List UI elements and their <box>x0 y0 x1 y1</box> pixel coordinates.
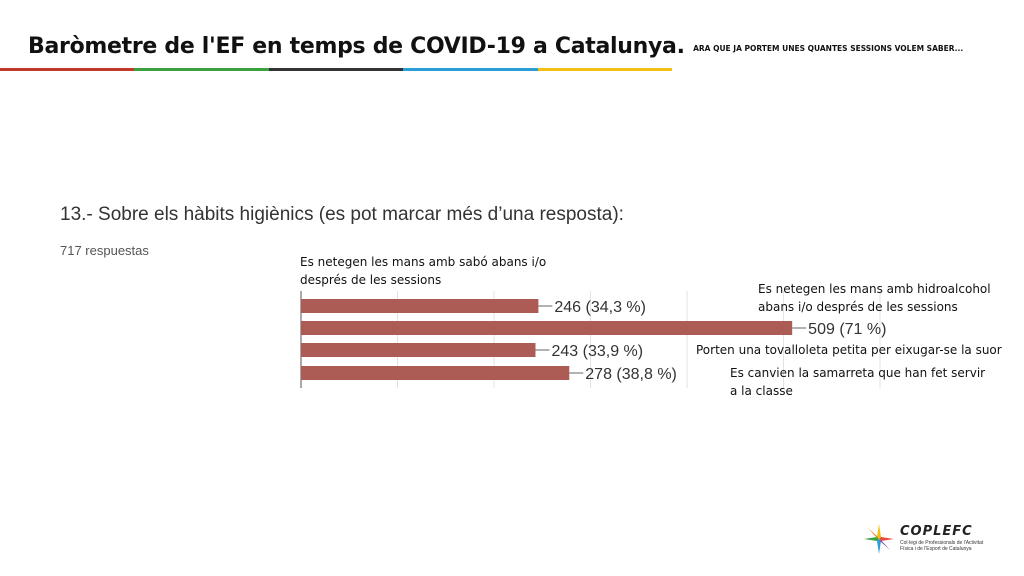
question-title: 13.- Sobre els hàbits higiènics (es pot … <box>60 204 624 225</box>
page-subtitle: ARA QUE JA PORTEM UNES QUANTES SESSIONS … <box>693 44 964 53</box>
bar-2 <box>301 321 793 335</box>
bar-label-2: 509 (71 %) <box>808 321 886 338</box>
page-title: Baròmetre de l'EF en temps de COVID-19 a… <box>28 34 685 59</box>
annotation-4-line-1: Es canvien la samarreta que han fet serv… <box>730 366 986 380</box>
logo-subtitle-line-1: Col·legi de Professionals de l'Activitat <box>900 540 984 546</box>
annotation-4-line-2: a la classe <box>730 384 793 398</box>
annotation-3: Porten una tovalloleta petita per eixuga… <box>696 341 1002 359</box>
logo-subtitle: Col·legi de Professionals de l'Activitat… <box>900 540 1010 552</box>
annotation-1: Es netegen les mans amb sabó abans i/o d… <box>300 253 546 289</box>
stripe-yellow <box>537 68 673 71</box>
annotation-2-line-2: abans i/o després de les sessions <box>758 300 958 314</box>
star-logo-icon <box>864 524 894 554</box>
bar-3 <box>301 343 536 357</box>
color-stripe <box>0 68 673 71</box>
stripe-blue <box>403 68 538 71</box>
coplefc-logo: COPLEFC Col·legi de Professionals de l'A… <box>860 520 1010 560</box>
stripe-green <box>134 68 269 71</box>
header: Baròmetre de l'EF en temps de COVID-19 a… <box>28 34 963 59</box>
logo-subtitle-line-2: Física i de l'Esport de Catalunya <box>900 546 972 552</box>
annotation-1-line-1: Es netegen les mans amb sabó abans i/o <box>300 255 547 269</box>
annotation-4: Es canvien la samarreta que han fet serv… <box>730 364 985 400</box>
annotation-2: Es netegen les mans amb hidroalcohol aba… <box>758 280 991 316</box>
bar-1 <box>301 299 539 313</box>
bar-label-1: 246 (34,3 %) <box>554 299 646 316</box>
stripe-dark <box>268 68 404 71</box>
bar-4 <box>301 366 570 380</box>
annotation-2-line-1: Es netegen les mans amb hidroalcohol <box>758 282 991 296</box>
stripe-red <box>0 68 135 71</box>
response-count: 717 respuestas <box>60 243 149 258</box>
bar-label-4: 278 (38,8 %) <box>585 366 677 383</box>
logo-name: COPLEFC <box>900 524 973 539</box>
annotation-1-line-2: després de les sessions <box>300 273 442 287</box>
bar-label-3: 243 (33,9 %) <box>551 343 643 360</box>
annotation-3-line-1: Porten una tovalloleta petita per eixuga… <box>696 343 1002 357</box>
